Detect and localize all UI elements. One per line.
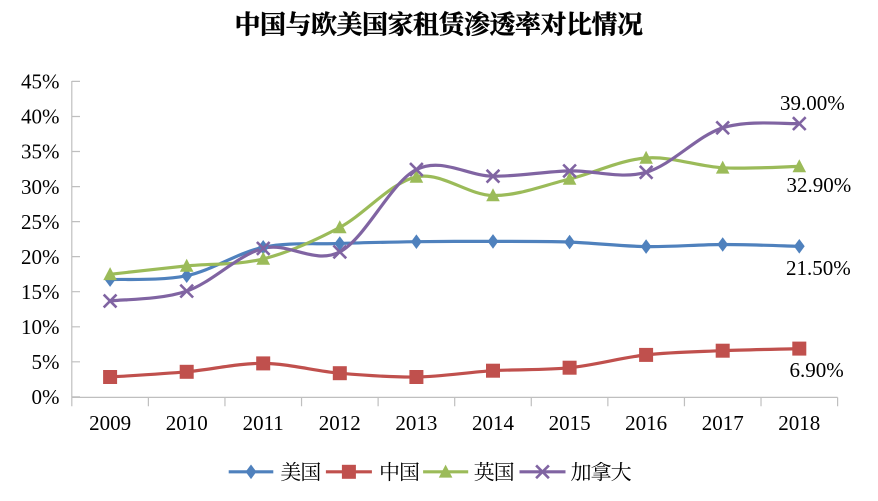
svg-text:2017: 2017 bbox=[702, 411, 744, 435]
svg-text:45%: 45% bbox=[21, 70, 60, 94]
svg-text:32.90%: 32.90% bbox=[787, 173, 852, 197]
svg-text:2011: 2011 bbox=[243, 411, 284, 435]
svg-text:6.90%: 6.90% bbox=[790, 358, 844, 382]
svg-text:2016: 2016 bbox=[625, 411, 667, 435]
svg-text:2012: 2012 bbox=[319, 411, 361, 435]
svg-text:15%: 15% bbox=[21, 280, 60, 304]
svg-text:0%: 0% bbox=[32, 385, 60, 409]
svg-text:2015: 2015 bbox=[549, 411, 591, 435]
svg-text:21.50%: 21.50% bbox=[786, 256, 851, 280]
svg-text:2010: 2010 bbox=[166, 411, 208, 435]
svg-text:10%: 10% bbox=[21, 315, 60, 339]
svg-text:30%: 30% bbox=[21, 175, 60, 199]
svg-text:39.00%: 39.00% bbox=[780, 91, 845, 115]
svg-text:2013: 2013 bbox=[395, 411, 437, 435]
svg-text:2009: 2009 bbox=[89, 411, 131, 435]
svg-text:2014: 2014 bbox=[472, 411, 515, 435]
svg-text:25%: 25% bbox=[21, 210, 60, 234]
svg-text:20%: 20% bbox=[21, 245, 60, 269]
svg-text:2018: 2018 bbox=[778, 411, 820, 435]
svg-text:35%: 35% bbox=[21, 140, 60, 164]
svg-text:5%: 5% bbox=[32, 350, 60, 374]
svg-text:40%: 40% bbox=[21, 105, 60, 129]
